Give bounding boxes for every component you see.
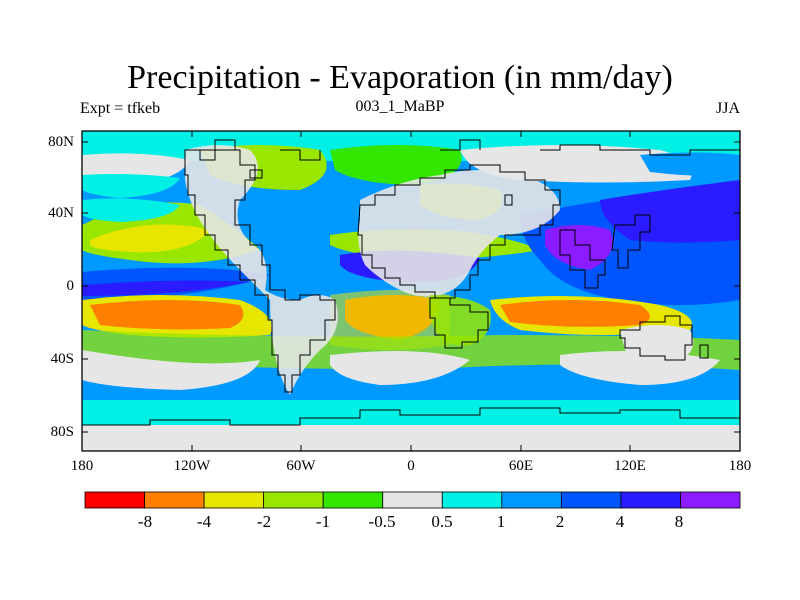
season-label: JJA [715,100,740,117]
precip-evap-field [82,131,740,451]
colorbar-label: -8 [137,512,153,531]
lat-label-40s: 40S [50,351,74,367]
lon-label-0: 0 [407,458,415,474]
colorbar-swatch [620,491,681,509]
colorbar-swatch [560,491,622,509]
experiment-label: Expt = tfkeb [80,100,161,117]
run-label: 003_1_MaBP [355,98,445,115]
colorbar-swatch [382,491,443,509]
colorbar-swatch [84,491,145,509]
colorbar-label: -0.5 [368,512,396,531]
lon-label-60w: 60W [286,458,316,474]
colorbar-swatch [680,491,741,509]
lon-label-120e: 120E [614,458,646,474]
colorbar-label: 1 [496,512,506,531]
lon-label-180w: 180 [70,458,94,474]
colorbar-label: 0.5 [431,512,453,531]
lat-label-equator: 0 [66,278,75,294]
colorbar-swatch [441,491,503,509]
colorbar-label: 2 [555,512,565,531]
land-masses [82,145,740,451]
lon-label-180e: 180 [728,458,752,474]
lon-label-120w: 120W [173,458,211,474]
colorbar-swatch [263,491,324,509]
colorbar-label: -1 [315,512,331,531]
lat-label-80n: 80N [48,134,74,150]
axis-ticks [82,131,740,451]
colorbar-swatch [144,491,205,509]
coastlines [82,139,740,426]
lon-label-60e: 60E [508,458,534,474]
lat-label-80s: 80S [50,424,74,440]
colorbar [84,491,741,509]
map-title: Precipitation - Evaporation (in mm/day) [127,59,673,96]
colorbar-label: 4 [615,512,625,531]
colorbar-swatch [322,491,384,509]
colorbar-label: -4 [196,512,212,531]
colorbar-label: 8 [674,512,684,531]
colorbar-swatch [501,491,562,509]
colorbar-label: -2 [256,512,272,531]
lat-label-40n: 40N [48,205,74,221]
colorbar-swatch [203,491,265,509]
